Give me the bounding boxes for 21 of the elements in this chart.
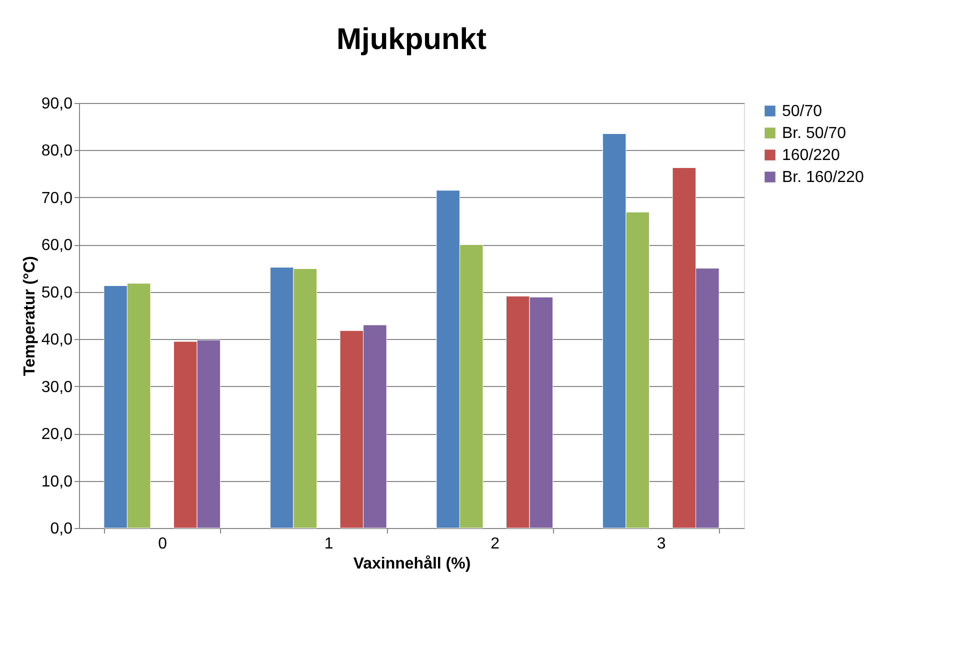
legend-label: Br. 160/220 [782,169,864,186]
legend-label: 50/70 [782,103,822,120]
y-tick-label: 10,0 [41,473,73,490]
legend-label: Br. 50/70 [782,125,846,142]
x-tick-label: 0 [158,536,168,552]
x-tick-label: 1 [324,536,334,552]
y-tick-label: 70,0 [41,190,73,207]
y-tick-label: 80,0 [41,142,73,160]
chart-title: Mjukpunkt [336,23,486,56]
y-tick-label: 20,0 [41,426,73,444]
y-tick-label: 40,0 [41,332,73,349]
y-tick-label: 0,0 [50,520,73,538]
y-tick-label: 30,0 [41,378,73,396]
x-tick-label: 3 [656,536,666,552]
y-tick-label: 90,0 [41,96,73,112]
legend-label: 160/220 [782,147,840,164]
x-axis-title: Vaxinnehåll (%) [353,554,471,572]
x-tick-label: 2 [490,536,500,552]
y-tick-label: 50,0 [41,284,73,302]
y-axis-title: Temperatur (°C) [21,256,38,376]
y-tick-label: 60,0 [41,237,73,254]
